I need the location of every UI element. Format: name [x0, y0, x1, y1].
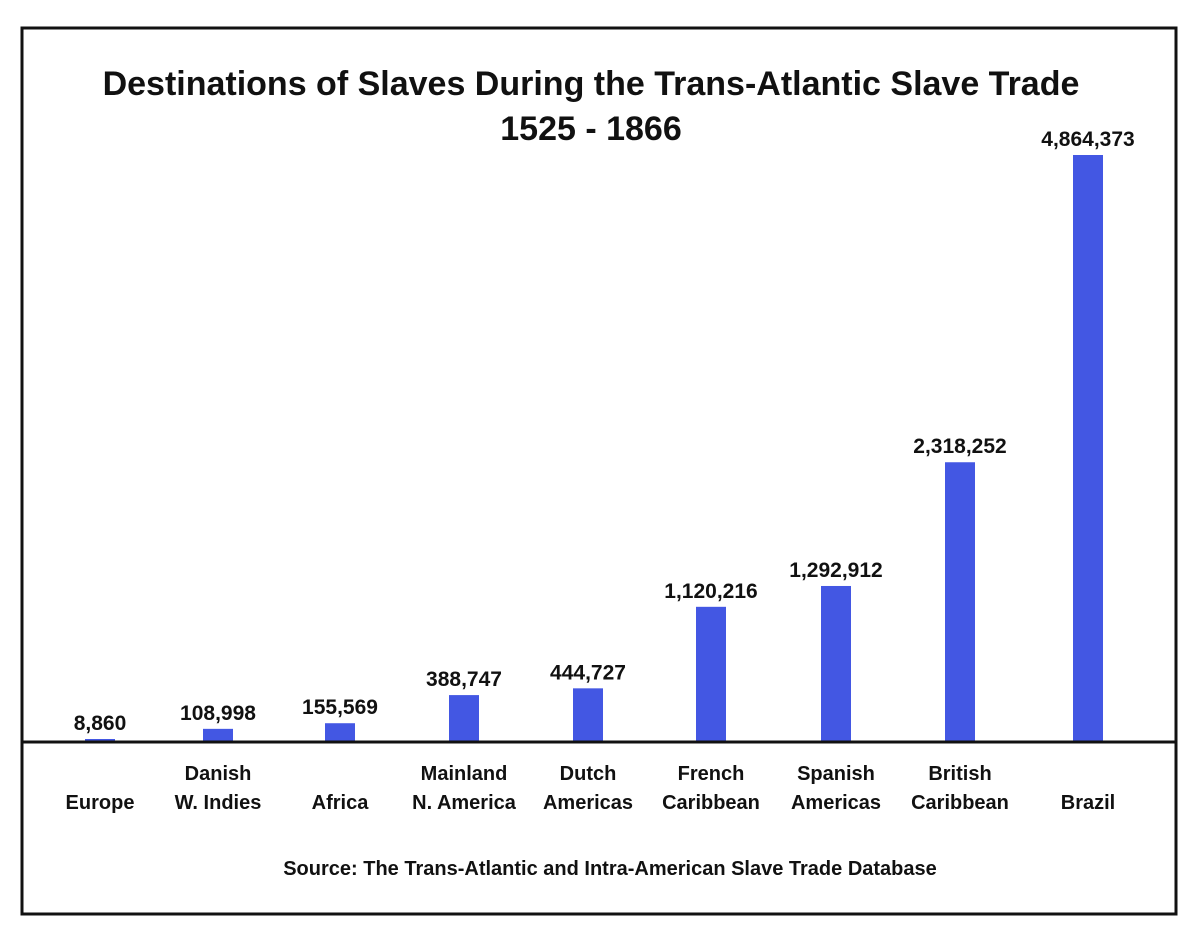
- bar: [573, 688, 603, 742]
- chart-subtitle: 1525 - 1866: [500, 110, 682, 148]
- data-label: 4,864,373: [1041, 128, 1134, 151]
- data-label: 1,292,912: [789, 559, 882, 582]
- category-label: Caribbean: [911, 792, 1009, 814]
- category-labels-group: Europe Danish W. Indies Africa Mainland N. Am…: [66, 763, 1116, 814]
- category-label: Americas: [543, 792, 633, 814]
- bar: [821, 585, 851, 742]
- category-label: Americas: [791, 792, 881, 814]
- source-note: Source: The Trans-Atlantic and Intra-Ame…: [283, 858, 937, 880]
- category-label: Africa: [312, 792, 370, 814]
- category-label: French: [678, 763, 745, 785]
- bar: [696, 606, 726, 742]
- bar: [325, 723, 355, 742]
- chart-frame: [20, 26, 1178, 916]
- data-label: 444,727: [550, 661, 626, 684]
- category-label: Spanish: [797, 763, 875, 785]
- category-label: Dutch: [560, 763, 617, 785]
- category-label: Mainland: [421, 763, 508, 785]
- data-label: 8,860: [74, 712, 127, 735]
- bar: [203, 728, 233, 742]
- data-label: 1,120,216: [664, 580, 757, 603]
- chart-title: Destinations of Slaves During the Trans-…: [103, 65, 1080, 103]
- data-label: 388,747: [426, 668, 502, 691]
- category-label: W. Indies: [175, 792, 262, 814]
- data-label: 2,318,252: [913, 435, 1006, 458]
- category-label: N. America: [412, 792, 517, 814]
- category-label: Brazil: [1061, 792, 1115, 814]
- category-label: British: [928, 763, 991, 785]
- value-labels-group: 8,860 108,998 155,569 388,747 444,727 1,120,2…: [74, 128, 1135, 735]
- bar: [945, 462, 975, 742]
- bar: [449, 695, 479, 742]
- data-label: 108,998: [180, 702, 256, 725]
- category-label: Europe: [66, 792, 135, 814]
- category-label: Caribbean: [662, 792, 760, 814]
- bar: [1073, 155, 1103, 742]
- category-label: Danish: [185, 763, 252, 785]
- bars-group: [85, 155, 1103, 742]
- data-label: 155,569: [302, 696, 378, 719]
